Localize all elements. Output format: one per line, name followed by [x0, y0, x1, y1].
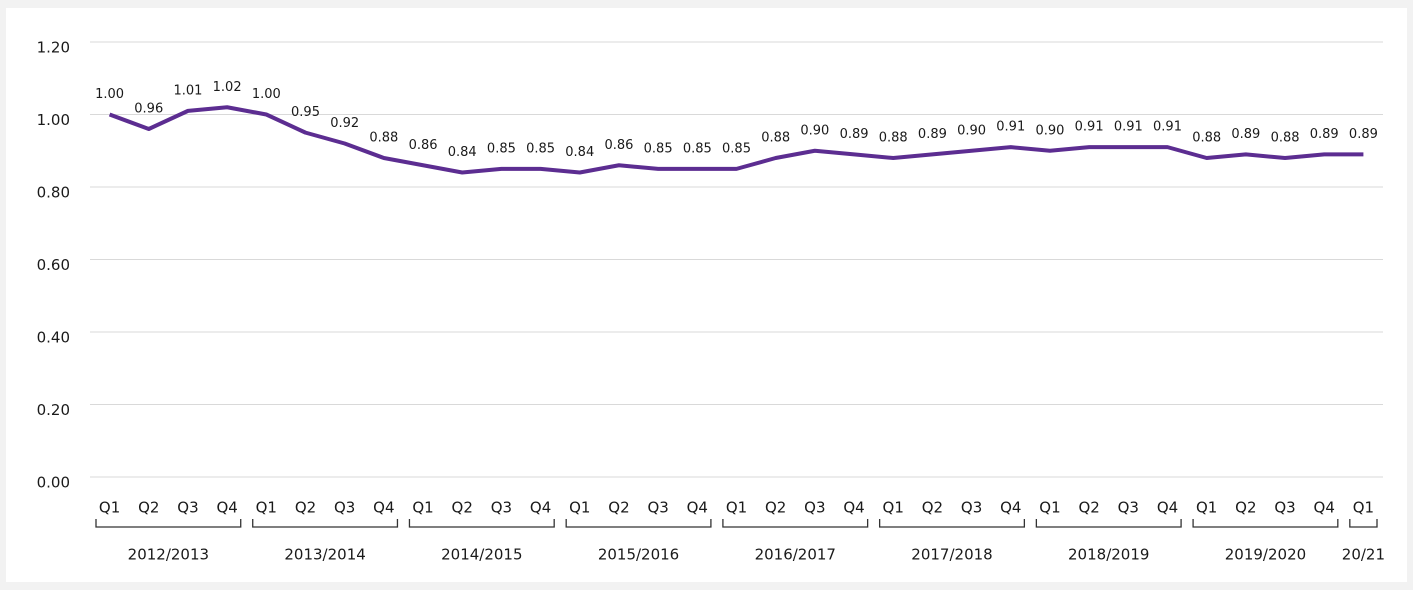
data-label: 0.85	[683, 141, 712, 156]
group-label: 2013/2014	[284, 546, 365, 564]
group-bracket	[252, 519, 399, 528]
data-label: 0.84	[565, 145, 594, 160]
y-tick-label: 0.00	[37, 474, 70, 492]
data-label: 0.95	[291, 105, 320, 120]
x-tick-label: Q1	[569, 499, 590, 517]
group-bracket	[1349, 519, 1378, 528]
x-tick-label: Q3	[177, 499, 198, 517]
data-label: 0.92	[330, 116, 359, 131]
x-tick-label: Q4	[1314, 499, 1335, 517]
data-label: 0.85	[487, 141, 516, 156]
x-tick-label: Q3	[1274, 499, 1295, 517]
x-tick-label: Q3	[647, 499, 668, 517]
data-label: 0.96	[134, 102, 163, 117]
group-bracket	[408, 519, 555, 528]
data-label: 1.01	[173, 83, 202, 98]
data-label: 1.00	[252, 87, 281, 102]
y-tick-label: 1.00	[37, 111, 70, 129]
data-label: 0.89	[1310, 127, 1339, 142]
data-label: 0.91	[996, 120, 1025, 135]
x-tick-label: Q2	[1078, 499, 1099, 517]
group-label: 2019/2020	[1225, 546, 1306, 564]
data-label: 0.89	[1231, 127, 1260, 142]
x-tick-label: Q2	[922, 499, 943, 517]
data-label: 0.85	[722, 141, 751, 156]
group-bracket	[565, 519, 712, 528]
x-tick-label: Q2	[138, 499, 159, 517]
group-label: 2012/2013	[128, 546, 209, 564]
data-label: 0.88	[1192, 131, 1221, 146]
x-tick-label: Q4	[216, 499, 237, 517]
x-tick-label: Q1	[1196, 499, 1217, 517]
chart-background	[6, 8, 1407, 582]
x-tick-label: Q1	[726, 499, 747, 517]
x-tick-label: Q4	[1157, 499, 1178, 517]
group-label: 2017/2018	[911, 546, 992, 564]
x-tick-label: Q1	[99, 499, 120, 517]
group-label: 2014/2015	[441, 546, 522, 564]
data-label: 0.90	[1035, 123, 1064, 138]
group-bracket	[1192, 519, 1339, 528]
x-tick-label: Q3	[804, 499, 825, 517]
x-tick-label: Q4	[1000, 499, 1021, 517]
group-bracket	[722, 519, 869, 528]
group-label: 2016/2017	[755, 546, 836, 564]
y-tick-label: 0.40	[37, 329, 70, 347]
group-label: 20/21	[1342, 546, 1385, 564]
y-tick-label: 1.20	[37, 39, 70, 57]
x-tick-label: Q4	[687, 499, 708, 517]
x-tick-label: Q2	[765, 499, 786, 517]
x-tick-label: Q2	[295, 499, 316, 517]
data-label: 0.84	[448, 145, 477, 160]
x-tick-label: Q2	[608, 499, 629, 517]
data-label: 0.91	[1114, 120, 1143, 135]
x-tick-label: Q1	[1039, 499, 1060, 517]
data-label: 0.86	[409, 138, 438, 153]
data-label: 0.90	[957, 123, 986, 138]
data-label: 0.88	[369, 131, 398, 146]
x-tick-label: Q3	[961, 499, 982, 517]
x-tick-label: Q2	[452, 499, 473, 517]
data-label: 0.89	[840, 127, 869, 142]
x-tick-label: Q2	[1235, 499, 1256, 517]
data-label: 0.88	[1271, 131, 1300, 146]
group-bracket	[95, 519, 242, 528]
y-tick-label: 0.60	[37, 256, 70, 274]
group-bracket	[1035, 519, 1182, 528]
data-label: 0.90	[800, 123, 829, 138]
x-tick-label: Q3	[1118, 499, 1139, 517]
data-label: 1.00	[95, 87, 124, 102]
x-tick-label: Q1	[883, 499, 904, 517]
data-line	[108, 105, 1364, 175]
data-label: 0.86	[604, 138, 633, 153]
x-tick-label: Q4	[373, 499, 394, 517]
x-tick-label: Q3	[334, 499, 355, 517]
x-tick-label: Q4	[530, 499, 551, 517]
data-label: 0.85	[644, 141, 673, 156]
x-tick-label: Q4	[843, 499, 864, 517]
group-label: 2015/2016	[598, 546, 679, 564]
data-label: 0.85	[526, 141, 555, 156]
x-tick-label: Q3	[491, 499, 512, 517]
data-label: 0.91	[1075, 120, 1104, 135]
x-tick-label: Q1	[412, 499, 433, 517]
data-label: 0.89	[1349, 127, 1378, 142]
data-label: 0.89	[918, 127, 947, 142]
x-tick-label: Q1	[256, 499, 277, 517]
y-tick-label: 0.20	[37, 401, 70, 419]
data-label: 1.02	[213, 80, 242, 95]
data-label: 0.91	[1153, 120, 1182, 135]
group-bracket	[878, 519, 1026, 528]
group-label: 2018/2019	[1068, 546, 1149, 564]
y-tick-label: 0.80	[37, 184, 70, 202]
x-tick-label: Q1	[1353, 499, 1374, 517]
data-label: 0.88	[879, 131, 908, 146]
data-label: 0.88	[761, 131, 790, 146]
